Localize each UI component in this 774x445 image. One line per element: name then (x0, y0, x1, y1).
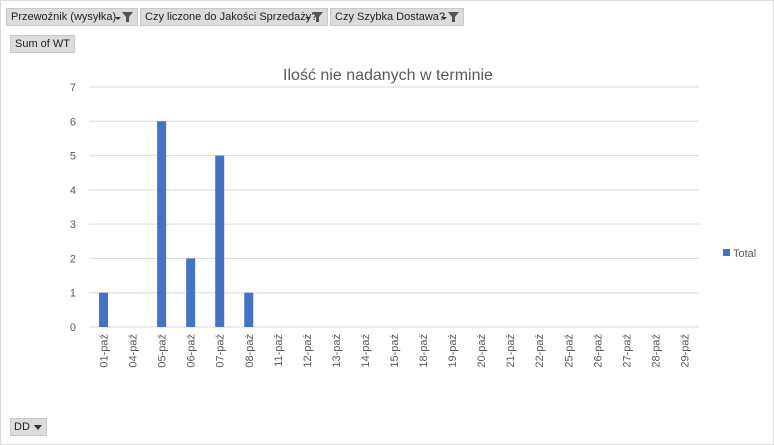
x-tick-label: 20-paź (476, 334, 488, 368)
dropdown-arrow-icon (34, 425, 42, 430)
x-tick-label: 18-paź (418, 334, 430, 368)
legend-swatch (723, 249, 730, 256)
bar[interactable] (157, 121, 167, 328)
x-tick-label: 12-paź (302, 334, 314, 368)
x-tick-label: 19-paź (447, 334, 459, 368)
y-tick-label: 3 (70, 219, 76, 231)
x-tick-label: 14-paź (360, 334, 372, 368)
x-tick-label: 01-paź (99, 334, 111, 368)
x-tick-label: 05-paź (157, 334, 169, 368)
filter-funnel-icon (115, 12, 133, 22)
value-field-button[interactable]: Sum of WT (10, 35, 76, 53)
x-tick-label: 21-paź (505, 334, 517, 368)
filter-label: Czy Szybka Dostawa? (335, 11, 446, 23)
x-tick-label: 11-paź (273, 334, 285, 367)
x-tick-label: 25-paź (563, 334, 575, 368)
x-tick-label: 15-paź (389, 334, 401, 368)
filter-button-fast-delivery[interactable]: Czy Szybka Dostawa? (330, 8, 464, 26)
x-tick-label: 07-paź (215, 334, 227, 368)
bar[interactable] (215, 155, 225, 327)
legend-label: Total (733, 248, 756, 260)
bar[interactable] (186, 258, 196, 327)
filter-funnel-icon (441, 12, 459, 22)
filter-label: Czy liczone do Jakości Sprzedaży? (145, 11, 318, 23)
x-tick-label: 28-paź (650, 334, 662, 368)
bar[interactable] (244, 292, 254, 327)
axis-field-button[interactable]: DD (10, 418, 47, 436)
y-tick-label: 1 (70, 288, 76, 300)
x-tick-label: 13-paź (331, 334, 343, 368)
x-tick-label: 04-paź (128, 334, 140, 368)
chart-title: Ilość nie nadanych w terminie (283, 67, 493, 84)
bar[interactable] (99, 292, 109, 327)
x-tick-label: 22-paź (534, 334, 546, 368)
y-tick-label: 5 (70, 151, 76, 163)
y-tick-label: 0 (70, 322, 76, 334)
y-tick-label: 6 (70, 116, 76, 128)
y-tick-label: 2 (70, 253, 76, 265)
x-tick-label: 29-paź (679, 334, 691, 368)
axis-field-label: DD (14, 421, 30, 433)
filter-label: Przewoźnik (wysyłka) (11, 11, 117, 23)
x-tick-label: 08-paź (244, 334, 256, 368)
x-tick-label: 26-paź (592, 334, 604, 368)
y-tick-label: 7 (70, 82, 76, 94)
filter-button-sales-quality[interactable]: Czy liczone do Jakości Sprzedaży? (140, 8, 328, 26)
filter-button-carrier[interactable]: Przewoźnik (wysyłka) (6, 8, 138, 26)
y-tick-label: 4 (70, 185, 76, 197)
x-tick-label: 27-paź (621, 334, 633, 368)
filter-funnel-icon (305, 12, 323, 22)
x-tick-label: 06-paź (186, 334, 198, 368)
